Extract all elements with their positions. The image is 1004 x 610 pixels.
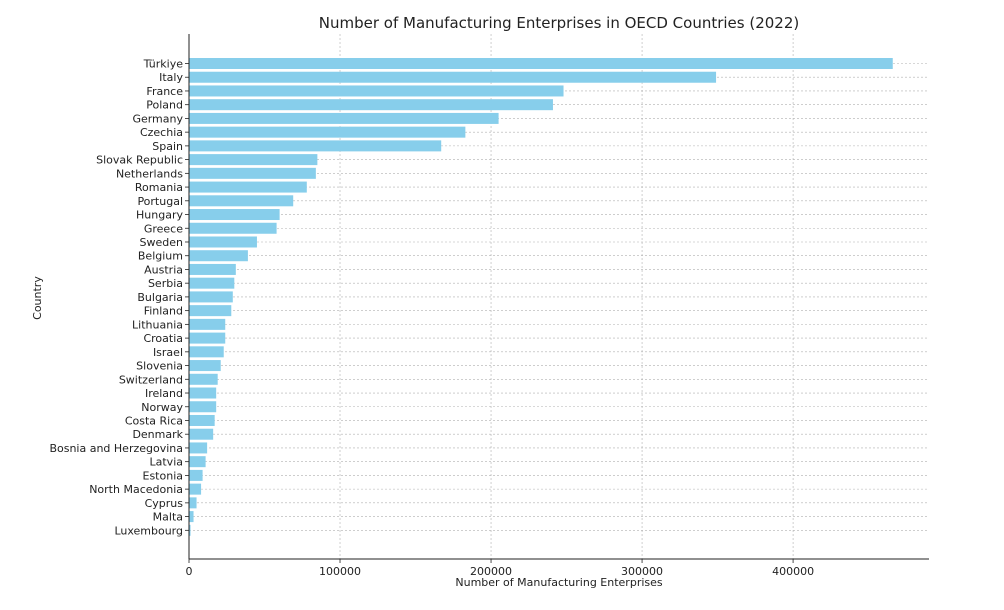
- category-label: Estonia: [143, 469, 184, 482]
- category-label: Slovenia: [136, 360, 183, 373]
- y-axis-label: Country: [31, 276, 44, 320]
- bar: [189, 167, 316, 179]
- category-label: Romania: [135, 181, 183, 194]
- chart-title: Number of Manufacturing Enterprises in O…: [319, 14, 799, 32]
- bar: [189, 305, 232, 317]
- category-label: Costa Rica: [125, 414, 183, 427]
- category-label: Switzerland: [119, 373, 183, 386]
- bar: [189, 58, 893, 69]
- category-label: Israel: [153, 346, 183, 359]
- bar: [189, 250, 248, 262]
- category-label: Lithuania: [132, 318, 183, 331]
- bar: [189, 85, 564, 97]
- bar: [189, 401, 217, 413]
- bar: [189, 387, 217, 399]
- category-label: Hungary: [136, 209, 183, 222]
- bar: [189, 524, 191, 536]
- category-label: Italy: [159, 71, 183, 84]
- category-label: Latvia: [150, 456, 184, 469]
- category-label: France: [146, 85, 183, 98]
- category-label: Serbia: [148, 277, 183, 290]
- axes: [185, 34, 929, 563]
- category-label: Norway: [141, 401, 183, 414]
- bar: [189, 442, 208, 454]
- bar: [189, 511, 194, 523]
- bar: [189, 483, 202, 495]
- category-label: Belgium: [138, 250, 183, 263]
- bar: [189, 497, 197, 509]
- category-label: Germany: [132, 112, 183, 125]
- bar: [189, 469, 203, 481]
- x-tick-label: 200000: [470, 565, 512, 578]
- grid-lines: [188, 34, 929, 559]
- bar: [189, 99, 553, 111]
- bar: [189, 263, 236, 275]
- bars: [189, 58, 893, 536]
- x-tick-label: 400000: [772, 565, 814, 578]
- bar: [189, 428, 214, 440]
- bar: [189, 71, 717, 83]
- category-label: Finland: [144, 305, 183, 318]
- x-tick-labels: 0 100000 200000 300000 400000: [186, 565, 815, 578]
- bar: [189, 456, 206, 468]
- bar: [189, 209, 280, 221]
- bar: [189, 346, 224, 358]
- x-tick-label: 0: [186, 565, 193, 578]
- bar: [189, 373, 218, 385]
- bar: [189, 181, 307, 193]
- y-tick-labels: TürkiyeItalyFrancePolandGermanyCzechiaSp…: [49, 58, 183, 538]
- bar: [189, 318, 226, 330]
- bar: [189, 277, 235, 289]
- category-label: Cyprus: [145, 497, 184, 510]
- category-label: Sweden: [140, 236, 183, 249]
- category-label: Luxembourg: [114, 524, 183, 537]
- bar: [189, 360, 221, 372]
- bar: [189, 140, 442, 152]
- bar: [189, 414, 215, 426]
- category-label: Portugal: [137, 195, 183, 208]
- bar: [189, 332, 226, 344]
- category-label: Türkiye: [143, 58, 184, 71]
- bar: [189, 154, 318, 166]
- category-label: Ireland: [145, 387, 183, 400]
- category-label: Malta: [153, 511, 183, 524]
- category-label: Croatia: [143, 332, 183, 345]
- category-label: Poland: [146, 99, 183, 112]
- bar: [189, 112, 499, 124]
- category-label: Austria: [144, 263, 183, 276]
- category-label: North Macedonia: [89, 483, 183, 496]
- category-label: Czechia: [140, 126, 183, 139]
- category-label: Slovak Republic: [96, 154, 183, 167]
- bar: [189, 195, 294, 207]
- bar: [189, 126, 466, 138]
- category-label: Bulgaria: [137, 291, 183, 304]
- category-label: Netherlands: [116, 167, 183, 180]
- bar: [189, 236, 257, 248]
- category-label: Spain: [152, 140, 183, 153]
- x-axis-label: Number of Manufacturing Enterprises: [455, 576, 663, 589]
- category-label: Denmark: [132, 428, 183, 441]
- x-tick-label: 100000: [319, 565, 361, 578]
- category-label: Greece: [144, 222, 183, 235]
- bar: [189, 291, 233, 303]
- x-tick-label: 300000: [621, 565, 663, 578]
- bar: [189, 222, 277, 234]
- category-label: Bosnia and Herzegovina: [49, 442, 183, 455]
